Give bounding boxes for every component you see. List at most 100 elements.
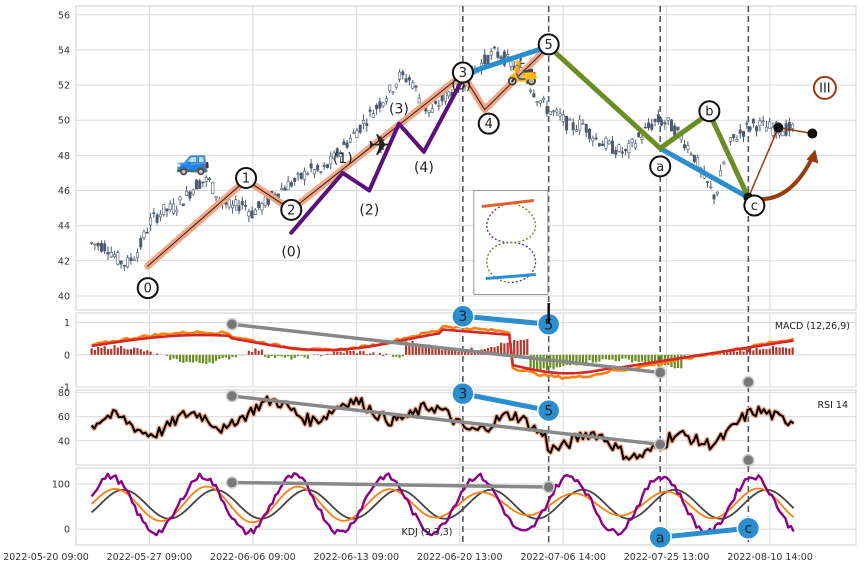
macd-histogram-bar bbox=[634, 354, 637, 362]
candle-body bbox=[637, 132, 641, 138]
macd-histogram-bar bbox=[142, 351, 146, 355]
macd-histogram-bar bbox=[729, 350, 732, 355]
candle-body bbox=[260, 202, 264, 211]
macd-signal-line bbox=[91, 328, 794, 375]
macd-histogram-bar bbox=[683, 354, 686, 358]
macd-histogram-bar bbox=[591, 354, 594, 363]
candle-body bbox=[329, 155, 333, 165]
x-tick-label: 2022-05-20 09:00 bbox=[3, 552, 89, 563]
candle-body bbox=[142, 231, 146, 238]
candle-body bbox=[548, 111, 552, 115]
macd-histogram-bar bbox=[676, 354, 680, 369]
candle-body bbox=[443, 92, 447, 102]
candle-body bbox=[751, 118, 755, 124]
wave-label-(2): (2) bbox=[359, 203, 379, 219]
candle-body bbox=[768, 121, 772, 129]
macd-y-tick-label: -1 bbox=[61, 383, 70, 394]
candle-body bbox=[591, 137, 595, 142]
kdj-divergence-label-c: c bbox=[745, 521, 753, 537]
macd-histogram-bar bbox=[129, 349, 133, 355]
candle-body bbox=[728, 137, 732, 142]
macd-histogram-bar bbox=[408, 343, 411, 355]
candle-body bbox=[335, 148, 339, 157]
candle-body bbox=[99, 242, 103, 252]
candle-body bbox=[515, 64, 519, 67]
macd-histogram-bar bbox=[434, 346, 437, 355]
macd-histogram-bar bbox=[251, 352, 254, 355]
candle-body bbox=[106, 251, 110, 255]
wave-label-a: a bbox=[656, 160, 664, 175]
wave-correction-green bbox=[546, 43, 751, 201]
macd-histogram-bar bbox=[336, 351, 339, 355]
macd-histogram-bar bbox=[372, 352, 375, 355]
macd-histogram-bar bbox=[611, 354, 614, 360]
candle-body bbox=[119, 260, 123, 265]
macd-histogram-bar bbox=[296, 354, 300, 357]
macd-histogram-bar bbox=[450, 348, 454, 355]
macd-histogram-bar bbox=[382, 354, 385, 357]
candle-body bbox=[145, 231, 149, 234]
candle-body bbox=[309, 163, 313, 169]
macd-histogram-bar bbox=[500, 342, 503, 355]
macd-histogram-bar bbox=[293, 354, 296, 359]
candle-body bbox=[394, 83, 398, 88]
kdj-divergence-badge bbox=[736, 516, 761, 540]
rsi-divergence-badge bbox=[451, 381, 475, 406]
macd-histogram-bar bbox=[260, 349, 264, 355]
candle-body bbox=[319, 171, 323, 174]
candle-body bbox=[96, 243, 100, 247]
candle-body bbox=[660, 119, 664, 126]
wave-label-1: 1 bbox=[242, 171, 250, 186]
plane-icon: ✈ bbox=[368, 128, 393, 163]
macd-histogram-bar bbox=[637, 354, 640, 362]
macd-histogram-bar bbox=[542, 354, 545, 369]
wave-segment-blue bbox=[460, 43, 552, 78]
candle-body bbox=[391, 91, 395, 94]
candle-body bbox=[712, 194, 716, 200]
macd-histogram-bar bbox=[768, 348, 771, 355]
candle-body bbox=[601, 143, 605, 147]
macd-histogram-bar bbox=[185, 354, 188, 362]
candle-body bbox=[715, 191, 719, 195]
candle-body bbox=[299, 172, 303, 179]
candle-body bbox=[204, 177, 208, 182]
candle-body bbox=[437, 104, 441, 107]
macd-histogram-bar bbox=[270, 354, 273, 356]
macd-histogram-bar bbox=[231, 354, 234, 358]
macd-histogram-bar bbox=[742, 351, 745, 355]
candle-body bbox=[122, 265, 126, 267]
macd-histogram-bar bbox=[395, 354, 398, 357]
kdj-y-tick-label: 0 bbox=[64, 525, 70, 536]
macd-histogram-bar bbox=[300, 354, 303, 356]
candle-body bbox=[683, 144, 687, 149]
macd-histogram-bar bbox=[627, 354, 630, 360]
macd-histogram-bar bbox=[352, 350, 355, 355]
candle-body bbox=[306, 173, 310, 175]
wave-label-circle bbox=[451, 61, 474, 84]
candle-body bbox=[208, 178, 212, 180]
candle-body bbox=[709, 186, 713, 189]
candle-body bbox=[286, 181, 290, 191]
candle-body bbox=[604, 137, 608, 149]
candle-body bbox=[538, 100, 542, 104]
candle-body bbox=[175, 209, 179, 213]
macd-histogram-bar bbox=[329, 354, 332, 355]
candle-body bbox=[283, 187, 287, 191]
candle-body bbox=[610, 140, 614, 154]
candle-body bbox=[558, 113, 562, 117]
macd-histogram-bar bbox=[264, 354, 267, 357]
macd-histogram-bar bbox=[359, 350, 362, 355]
x-tick-label: 2022-06-13 09:00 bbox=[313, 552, 399, 563]
candle-body bbox=[211, 181, 215, 194]
inset-bottom-band bbox=[485, 273, 536, 281]
macd-histogram-bar bbox=[522, 339, 526, 355]
kdj-divergence-point bbox=[225, 476, 239, 489]
macd-histogram-bar bbox=[277, 354, 280, 357]
wave-label-circle bbox=[136, 277, 159, 300]
candle-body bbox=[240, 201, 244, 206]
macd-histogram-bar bbox=[198, 354, 201, 363]
macd-divergence-label-5: 5 bbox=[544, 317, 553, 333]
macd-histogram-bar bbox=[273, 354, 277, 358]
candle-body bbox=[165, 208, 169, 212]
